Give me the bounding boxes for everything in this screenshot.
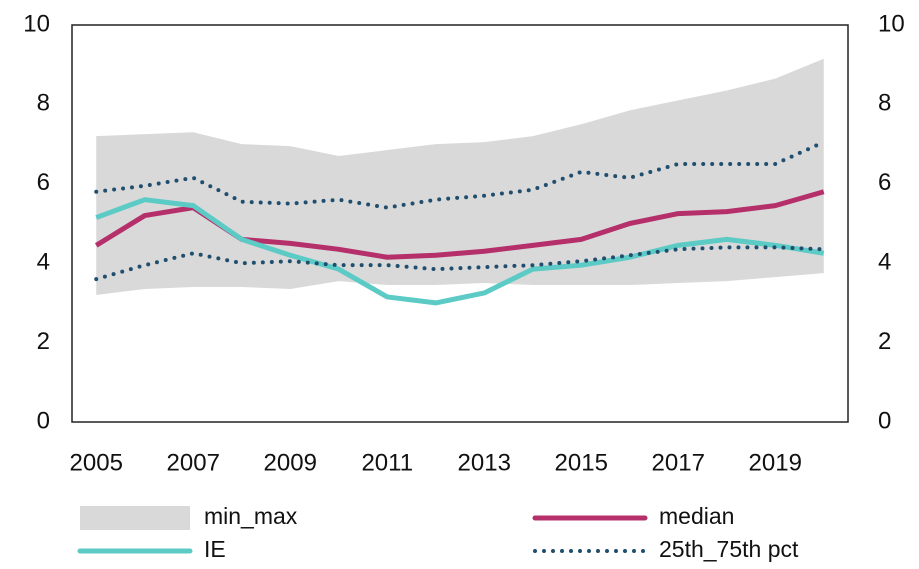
plot-frame xyxy=(71,24,849,423)
legend-label: IE xyxy=(204,536,226,562)
percentile-line xyxy=(94,245,826,282)
y-tick-label: 2 xyxy=(37,328,50,355)
x-tick-label: 2017 xyxy=(652,449,705,476)
y2-tick-label: 6 xyxy=(878,169,891,196)
y-tick-label: 6 xyxy=(37,169,50,196)
x-tick-label: 2011 xyxy=(361,449,413,476)
percentile-line xyxy=(94,140,826,210)
x-tick-label: 2005 xyxy=(70,449,123,476)
x-tick-label: 2015 xyxy=(555,449,608,476)
y2-tick-label: 4 xyxy=(878,249,891,276)
x-tick-label: 2019 xyxy=(749,449,802,476)
x-tick-label: 2007 xyxy=(167,449,220,476)
y-tick-label: 0 xyxy=(37,407,50,434)
series-line xyxy=(95,197,825,306)
y2-tick-label: 0 xyxy=(878,407,891,434)
y2-tick-label: 2 xyxy=(878,328,891,355)
y-tick-label: 10 xyxy=(23,10,50,37)
legend-label: min_max xyxy=(204,503,298,529)
x-tick-label: 2013 xyxy=(458,449,511,476)
legend-label: median xyxy=(659,503,734,529)
y-tick-label: 8 xyxy=(37,90,50,117)
y-tick-label: 4 xyxy=(37,249,50,276)
x-tick-label: 2009 xyxy=(264,449,317,476)
range-band xyxy=(96,58,824,295)
legend-swatch xyxy=(80,506,190,530)
y2-tick-label: 10 xyxy=(878,10,905,37)
y2-tick-label: 8 xyxy=(878,90,891,117)
legend-label: 25th_75th pct xyxy=(659,536,799,562)
